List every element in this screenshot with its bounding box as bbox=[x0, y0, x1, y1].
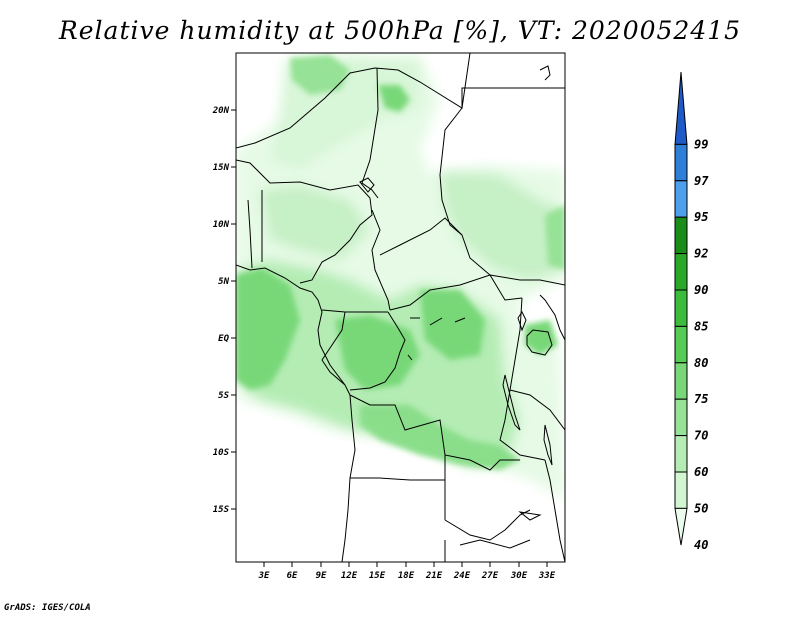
colorbar-label: 99 bbox=[694, 137, 708, 151]
red-sea-coast bbox=[539, 65, 551, 81]
lat-label: 5N bbox=[218, 277, 229, 287]
border-chad-sudan bbox=[439, 107, 491, 276]
border-nigeria-cameroon bbox=[299, 197, 373, 284]
colorbar-segment bbox=[674, 71, 688, 145]
colorbar-segment bbox=[674, 253, 688, 291]
humidity-high-south bbox=[360, 405, 520, 470]
border-tanzania bbox=[509, 389, 565, 431]
humidity-medium-east bbox=[440, 170, 565, 280]
border-car-drc bbox=[389, 274, 523, 311]
humidity-high-congo bbox=[335, 315, 420, 390]
colorbar-label: 85 bbox=[694, 319, 708, 333]
colorbar-segment bbox=[674, 289, 688, 327]
lat-label: 10N bbox=[213, 220, 230, 230]
lon-label: 33E bbox=[538, 571, 556, 581]
border-gabon-congo bbox=[321, 311, 346, 386]
coastline-west-africa bbox=[236, 264, 356, 562]
colorbar-segment bbox=[674, 143, 688, 182]
latitude-axis: 20N 15N 10N 5N EQ 5S 10S 15S bbox=[212, 106, 236, 515]
colorbar-label: 80 bbox=[694, 356, 708, 370]
border-sudan-south bbox=[489, 274, 565, 286]
humidity-high-tibesti bbox=[378, 85, 410, 112]
longitude-axis: 3E 6E 9E 12E 15E 18E 21E 24E 27E 30E 33E bbox=[258, 562, 556, 581]
border-algeria-niger-libya bbox=[236, 53, 471, 149]
chart-title: Relative humidity at 500hPa [%], VT: 202… bbox=[58, 16, 742, 45]
colorbar-segment bbox=[674, 471, 688, 509]
border-cameroon-gabon bbox=[321, 309, 388, 313]
border-niger-chad bbox=[361, 67, 379, 199]
colorbar-segment bbox=[674, 507, 688, 546]
lon-label: 24E bbox=[453, 571, 471, 581]
colorbar-segment bbox=[674, 435, 688, 473]
lake-tanganyika bbox=[502, 374, 521, 431]
border-cameroon-chad-car bbox=[371, 209, 391, 311]
border-mozambique bbox=[544, 459, 565, 562]
border-congo-drc bbox=[349, 311, 406, 391]
lake-malawi bbox=[543, 424, 553, 466]
map-frame bbox=[235, 52, 566, 563]
lon-label: 12E bbox=[341, 571, 358, 581]
border-libya-egypt-sudan bbox=[461, 87, 565, 108]
lake-chad bbox=[359, 177, 375, 193]
colorbar-label: 50 bbox=[694, 501, 708, 515]
lon-label: 21E bbox=[425, 571, 443, 581]
humidity-high-east bbox=[420, 290, 485, 360]
colorbar-segment bbox=[674, 325, 688, 364]
colorbar-label: 92 bbox=[694, 247, 708, 261]
colorbar-segment bbox=[674, 216, 688, 255]
colorbar-segment bbox=[674, 362, 688, 400]
colorbar-label: 95 bbox=[694, 210, 708, 224]
lon-label: 15E bbox=[369, 571, 386, 581]
colorbar-label: 75 bbox=[694, 392, 708, 406]
humidity-high-region bbox=[236, 268, 300, 390]
lake-kariba bbox=[518, 511, 542, 521]
humidity-medium-west bbox=[260, 185, 370, 260]
humidity-high-lakes bbox=[525, 320, 558, 355]
border-uganda-kenya bbox=[539, 294, 565, 341]
lake-albert bbox=[517, 311, 527, 332]
colorbar-label: 40 bbox=[694, 538, 708, 552]
colorbar-label: 60 bbox=[694, 465, 708, 479]
lat-label: 5S bbox=[218, 391, 229, 401]
lon-label: 30E bbox=[510, 571, 528, 581]
humidity-high-north bbox=[290, 55, 350, 95]
grads-credit: GrADS: IGES/COLA bbox=[4, 603, 91, 613]
border-car-sudan bbox=[379, 217, 463, 256]
lat-label: EQ bbox=[218, 334, 229, 344]
lake-victoria bbox=[526, 329, 553, 356]
lon-label: 3E bbox=[258, 571, 270, 581]
colorbar-label: 90 bbox=[694, 283, 708, 297]
colorbar-label: 97 bbox=[694, 174, 709, 188]
border-niger-nigeria bbox=[236, 159, 371, 199]
colorbar-labels: 99 97 95 92 90 85 80 75 70 60 50 40 bbox=[694, 137, 709, 551]
colorbar-label: 70 bbox=[694, 429, 708, 443]
border-zambia-south bbox=[444, 509, 531, 541]
lon-label: 9E bbox=[316, 571, 327, 581]
lon-label: 18E bbox=[398, 571, 415, 581]
border-zambia-zimbabwe bbox=[459, 539, 531, 549]
lat-label: 15N bbox=[213, 163, 230, 173]
colorbar-segments bbox=[674, 71, 688, 546]
country-borders bbox=[236, 53, 565, 562]
border-angola-namibia bbox=[350, 477, 445, 481]
lat-label: 20N bbox=[212, 106, 230, 116]
humidity-high-east-edge bbox=[545, 205, 565, 270]
lat-label: 15S bbox=[213, 505, 230, 515]
border-togo-benin bbox=[247, 199, 253, 269]
lon-label: 27E bbox=[481, 571, 499, 581]
colorbar-segment bbox=[674, 398, 688, 437]
border-drc-angola bbox=[349, 394, 520, 471]
lon-label: 6E bbox=[287, 571, 298, 581]
colorbar: 99 97 95 92 90 85 80 75 70 60 50 40 bbox=[674, 71, 709, 552]
lat-label: 10S bbox=[213, 448, 230, 458]
colorbar-segment bbox=[674, 180, 688, 218]
congo-river bbox=[407, 317, 466, 361]
